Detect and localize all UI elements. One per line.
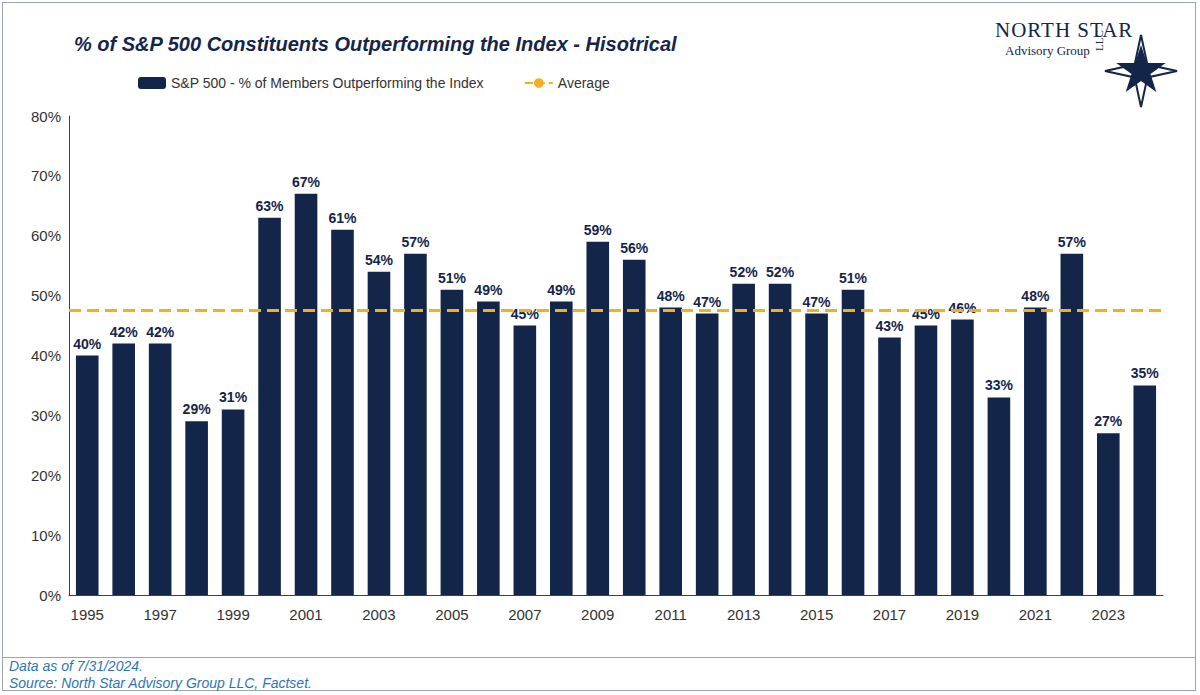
svg-text:61%: 61% [328,210,357,226]
html-text:Source: North Star Advisory Gr: Source: North Star Advisory Group LLC, F… [9,675,312,691]
svg-text:29%: 29% [183,401,212,417]
svg-text:2017: 2017 [873,606,906,623]
svg-text:40%: 40% [73,336,102,352]
svg-text:30%: 30% [31,407,61,424]
svg-text:52%: 52% [730,264,759,280]
svg-text:52%: 52% [766,264,795,280]
svg-text:27%: 27% [1094,413,1123,429]
svg-text:10%: 10% [31,527,61,544]
svg-text:2015: 2015 [800,606,833,623]
svg-text:2021: 2021 [1019,606,1052,623]
svg-text:20%: 20% [31,467,61,484]
svg-text:2003: 2003 [362,606,395,623]
svg-text:1999: 1999 [216,606,249,623]
svg-text:57%: 57% [1058,234,1087,250]
svg-text:33%: 33% [985,377,1014,393]
svg-text:Advisory Group: Advisory Group [1005,43,1090,58]
svg-text:2011: 2011 [655,606,687,623]
svg-text:31%: 31% [219,389,248,405]
svg-text:2023: 2023 [1092,606,1125,623]
svg-text:42%: 42% [146,324,175,340]
svg-text:45%: 45% [912,306,941,322]
svg-text:67%: 67% [292,174,321,190]
svg-text:54%: 54% [365,252,394,268]
svg-text:51%: 51% [839,270,868,286]
svg-text:59%: 59% [584,222,613,238]
svg-text:63%: 63% [256,198,285,214]
svg-text:49%: 49% [547,282,576,298]
svg-text:49%: 49% [474,282,503,298]
svg-text:1995: 1995 [71,606,104,623]
svg-text:70%: 70% [31,167,61,184]
svg-text:2013: 2013 [727,606,760,623]
svg-text:2019: 2019 [946,606,979,623]
svg-text:47%: 47% [803,294,832,310]
svg-text:47%: 47% [693,294,722,310]
svg-text:2005: 2005 [435,606,468,623]
svg-text:0%: 0% [39,587,61,604]
svg-text:1997: 1997 [143,606,176,623]
svg-text:2007: 2007 [508,606,541,623]
svg-text:45%: 45% [511,306,540,322]
svg-text:50%: 50% [31,287,61,304]
svg-text:43%: 43% [875,318,904,334]
svg-text:48%: 48% [1021,288,1050,304]
svg-text:42%: 42% [110,324,139,340]
svg-text:48%: 48% [657,288,686,304]
svg-text:Average: Average [558,75,610,91]
svg-text:56%: 56% [620,240,649,256]
svg-text:35%: 35% [1131,365,1160,381]
svg-text:LLC: LLC [1093,30,1105,51]
svg-text:51%: 51% [438,270,467,286]
svg-text:60%: 60% [31,227,61,244]
svg-text:80%: 80% [31,108,61,125]
svg-text:2001: 2001 [289,606,322,623]
svg-text:2009: 2009 [581,606,614,623]
svg-text:57%: 57% [401,234,430,250]
svg-text:S&P 500 - % of Members Outperf: S&P 500 - % of Members Outperforming the… [171,75,484,91]
svg-text:40%: 40% [31,347,61,364]
html-text:Data as of 7/31/2024.: Data as of 7/31/2024. [9,658,143,674]
svg-text:46%: 46% [948,300,977,316]
svg-text:NORTH STAR: NORTH STAR [995,18,1133,42]
svg-text:% of S&P 500 Constituents Outp: % of S&P 500 Constituents Outperforming … [74,33,677,55]
